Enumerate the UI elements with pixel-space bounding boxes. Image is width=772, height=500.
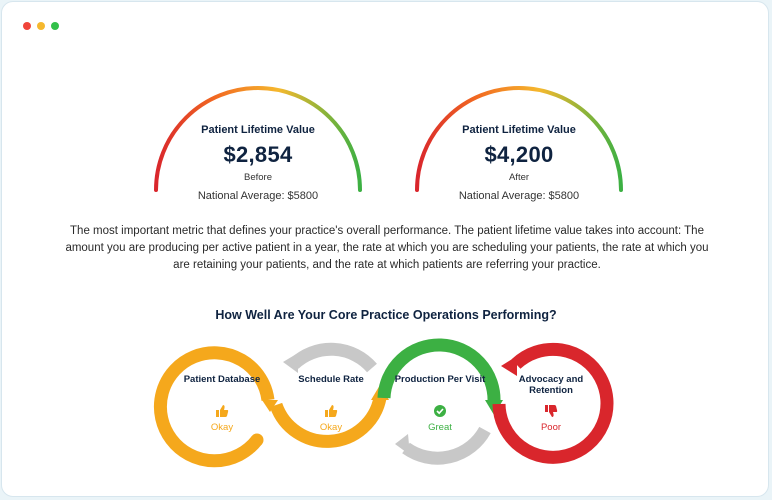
gauge-label: Patient Lifetime Value	[462, 124, 576, 136]
gauge-before: Patient Lifetime Value $2,854 Before Nat…	[152, 86, 364, 206]
stage-schedule-rate: Schedule Rate Okay	[283, 374, 379, 433]
stage-patient-database: Patient Database Okay	[174, 374, 270, 433]
stage-title: Advocacy and Retention	[518, 374, 584, 396]
window-maximize-button[interactable]	[51, 22, 59, 30]
window-minimize-button[interactable]	[37, 22, 45, 30]
advocacy-retention-arrow-icon	[501, 356, 517, 376]
gauge-national-average: National Average: $5800	[197, 190, 319, 202]
thumbs-down-icon	[503, 404, 599, 420]
window-close-button[interactable]	[23, 22, 31, 30]
schedule-rate-ring	[269, 396, 387, 448]
stage-title: Schedule Rate	[298, 374, 364, 385]
connector-upper-left-arrow-icon	[283, 353, 298, 373]
operations-heading: How Well Are Your Core Practice Operatio…	[215, 308, 557, 322]
advocacy-retention-ring	[492, 342, 614, 464]
connector-upper-left	[289, 342, 377, 373]
stage-advocacy-retention: Advocacy and Retention Poor	[503, 374, 599, 433]
gauge-value: $2,854	[223, 142, 293, 167]
stage-status: Poor	[540, 422, 562, 433]
description-text: The most important metric that defines y…	[65, 225, 709, 271]
gauge-sublabel: Before	[244, 172, 272, 183]
gauge-arc	[154, 86, 362, 192]
production-per-visit-ring	[377, 338, 501, 403]
stage-production-per-visit: Production Per Visit Great	[392, 374, 488, 433]
gauge-after: Patient Lifetime Value $4,200 After Nati…	[413, 86, 625, 206]
gauge-value: $4,200	[484, 142, 554, 167]
patient-database-arrow-icon	[262, 400, 278, 412]
check-badge-icon	[392, 404, 488, 420]
connector-lower-right-arrow-icon	[395, 434, 410, 455]
patient-database-ring-end	[250, 433, 264, 447]
gauge-sublabel: After	[508, 172, 530, 183]
stage-title: Production Per Visit	[394, 374, 486, 385]
gauge-national-average: National Average: $5800	[458, 190, 580, 202]
gauge-label: Patient Lifetime Value	[201, 124, 315, 136]
patient-database-ring	[153, 346, 275, 468]
stage-status: Okay	[319, 422, 343, 433]
stage-status: Great	[428, 422, 452, 433]
thumbs-up-icon	[283, 404, 379, 420]
gauge-arc	[415, 86, 623, 192]
stage-status: Okay	[210, 422, 234, 433]
connector-lower-right	[402, 426, 491, 465]
stage-title: Patient Database	[183, 374, 261, 385]
thumbs-up-icon	[174, 404, 270, 420]
